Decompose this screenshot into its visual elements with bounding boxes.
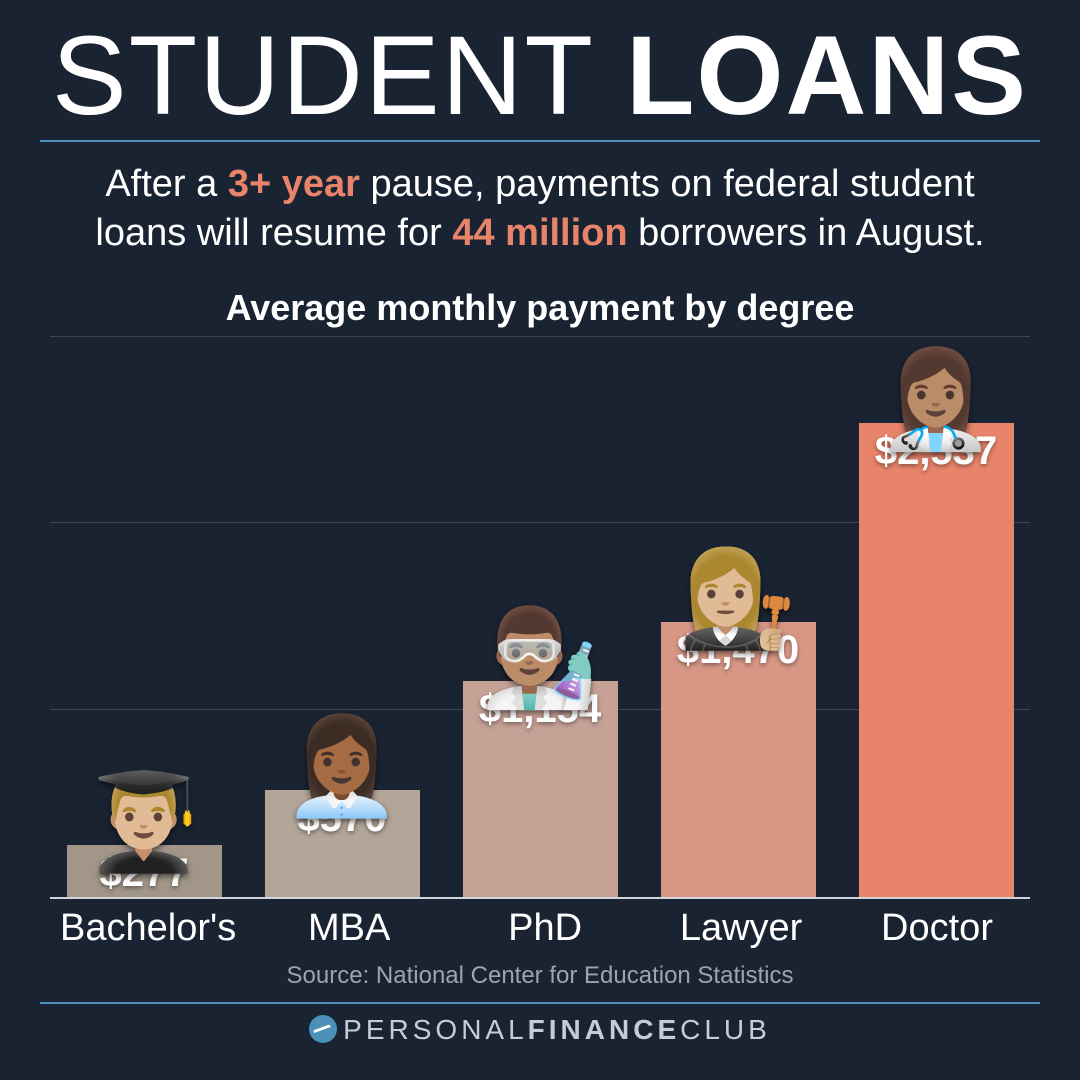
x-axis-label: Bachelor's bbox=[60, 907, 236, 950]
bar-group: 👨🏼‍🎓$277 bbox=[60, 339, 228, 897]
sub-seg3: loans will resume for bbox=[95, 212, 452, 254]
x-axis-label: Doctor bbox=[854, 907, 1020, 950]
bar-emoji-icon: 👩🏼‍⚖️ bbox=[679, 552, 797, 647]
sub-highlight-1: 3+ year bbox=[228, 163, 360, 205]
bar-emoji-icon: 👨🏼‍🎓 bbox=[85, 775, 203, 870]
bar: $2,537 bbox=[859, 423, 1014, 897]
source-text: Source: National Center for Education St… bbox=[40, 962, 1040, 990]
bar: $1,470 bbox=[661, 622, 816, 896]
brand-seg3: CLUB bbox=[680, 1014, 771, 1045]
chart-title: Average monthly payment by degree bbox=[40, 287, 1040, 329]
bar-emoji-icon: 👩🏽‍⚕️ bbox=[877, 353, 995, 448]
divider-top bbox=[40, 140, 1040, 142]
brand-seg2: FINANCE bbox=[528, 1014, 680, 1045]
brand-footer: PERSONALFINANCECLUB bbox=[40, 1014, 1040, 1046]
title-thin: STUDENT bbox=[52, 13, 626, 138]
sub-seg2: pause, payments on federal student bbox=[360, 163, 975, 205]
chart-container: 👨🏼‍🎓$277👩🏾‍💼$570👨🏽‍🔬$1,154👩🏼‍⚖️$1,470👩🏽‍… bbox=[50, 339, 1030, 950]
x-axis-labels: Bachelor's MBA PhD Lawyer Doctor bbox=[50, 907, 1030, 950]
bar-emoji-icon: 👨🏽‍🔬 bbox=[481, 611, 599, 706]
bar-chart: 👨🏼‍🎓$277👩🏾‍💼$570👨🏽‍🔬$1,154👩🏼‍⚖️$1,470👩🏽‍… bbox=[50, 339, 1030, 899]
subtitle: After a 3+ year pause, payments on feder… bbox=[50, 160, 1030, 259]
bar: $1,154 bbox=[463, 681, 618, 896]
page-title: STUDENT LOANS bbox=[40, 20, 1040, 132]
bar-group: 👩🏾‍💼$570 bbox=[258, 339, 426, 897]
x-axis-label: PhD bbox=[462, 907, 628, 950]
brand-seg1: PERSONAL bbox=[343, 1014, 528, 1045]
sub-seg4: borrowers in August. bbox=[628, 212, 985, 254]
divider-bottom bbox=[40, 1002, 1040, 1004]
x-axis-label: MBA bbox=[266, 907, 432, 950]
gridline bbox=[50, 336, 1030, 337]
x-axis-label: Lawyer bbox=[658, 907, 824, 950]
bar-group: 👨🏽‍🔬$1,154 bbox=[456, 339, 624, 897]
brand-logo-icon bbox=[309, 1015, 337, 1043]
title-bold: LOANS bbox=[626, 13, 1028, 138]
sub-highlight-2: 44 million bbox=[452, 212, 627, 254]
bar-group: 👩🏽‍⚕️$2,537 bbox=[852, 339, 1020, 897]
bar-group: 👩🏼‍⚖️$1,470 bbox=[654, 339, 822, 897]
sub-seg1: After a bbox=[105, 163, 228, 205]
bar-emoji-icon: 👩🏾‍💼 bbox=[283, 720, 401, 815]
